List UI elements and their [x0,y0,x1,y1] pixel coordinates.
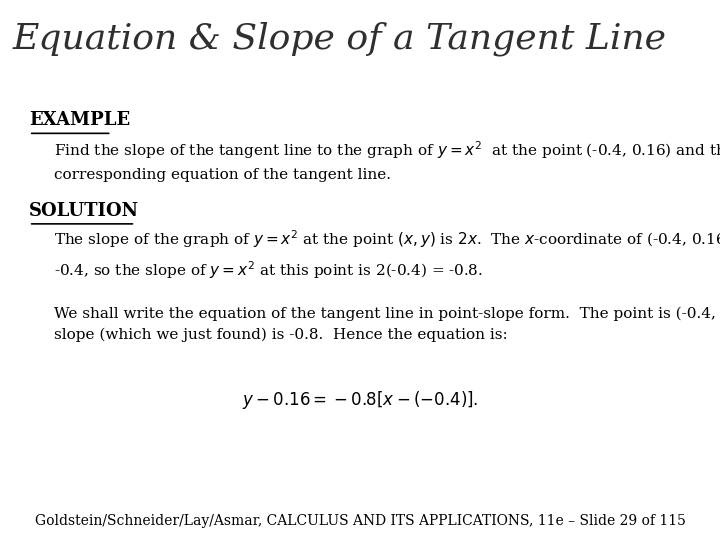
Text: We shall write the equation of the tangent line in point-slope form.  The point : We shall write the equation of the tange… [54,306,720,342]
Text: The slope of the graph of $y = x^2$ at the point $(x, y)$ is $2x$.  The $x$-coor: The slope of the graph of $y = x^2$ at t… [54,228,720,281]
Text: SOLUTION: SOLUTION [29,202,139,220]
Text: Find the slope of the tangent line to the graph of $y = x^2$  at the point (-0.4: Find the slope of the tangent line to th… [54,139,720,181]
Text: EXAMPLE: EXAMPLE [29,111,130,129]
Text: $y - 0.16 = -0.8[x - (-0.4)].$: $y - 0.16 = -0.8[x - (-0.4)].$ [242,389,478,411]
Text: Equation & Slope of a Tangent Line: Equation & Slope of a Tangent Line [13,22,667,56]
Text: Goldstein/Schneider/Lay/Asmar, CALCULUS AND ITS APPLICATIONS, 11e – Slide 29 of : Goldstein/Schneider/Lay/Asmar, CALCULUS … [35,514,685,528]
